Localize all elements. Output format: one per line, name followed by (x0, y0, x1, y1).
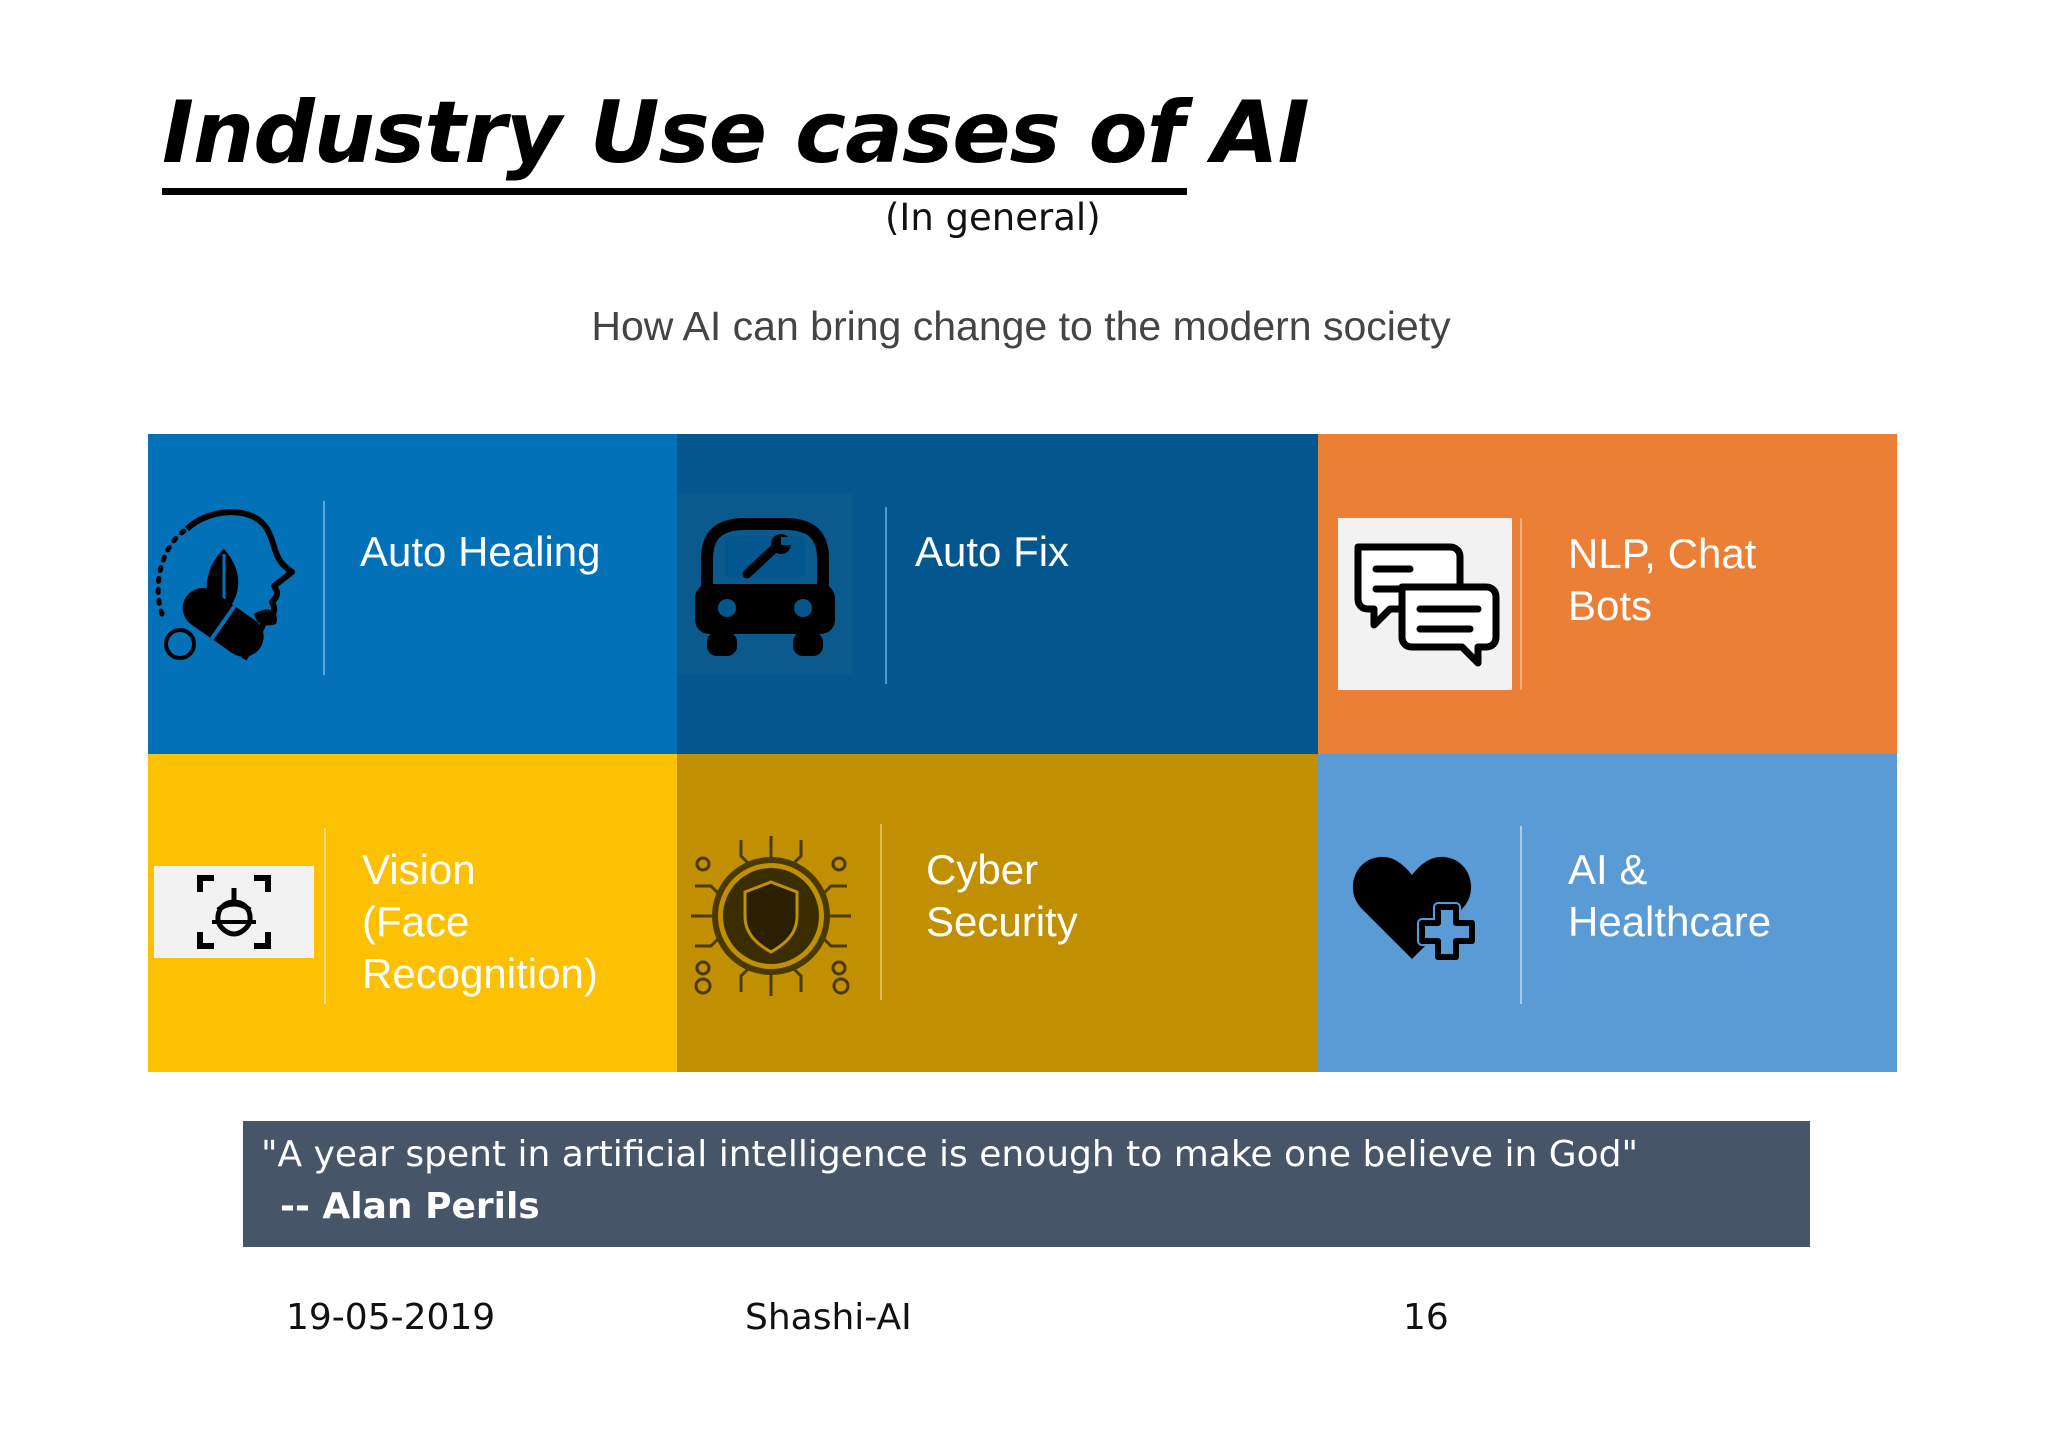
tile-cyber-security: Cyber Security (677, 754, 1318, 1072)
title-underline (162, 188, 1187, 195)
face-recognition-icon (154, 866, 314, 958)
divider (1520, 518, 1522, 690)
divider (323, 501, 325, 675)
tile-label: Cyber Security (926, 846, 1078, 945)
car-wrench-icon (677, 494, 852, 674)
tile-vision-face-recognition: Vision (Face Recognition) (148, 754, 677, 1072)
heart-plus-icon (1338, 834, 1498, 984)
chat-bubbles-icon (1338, 518, 1512, 690)
tile-label: Auto Healing (360, 528, 601, 575)
tile-auto-fix: Auto Fix (677, 434, 1318, 754)
tile-label: Auto Fix (915, 528, 1070, 575)
tile-label: NLP, Chat Bots (1568, 530, 1757, 629)
quote-box: "A year spent in artificial intelligence… (243, 1121, 1810, 1247)
divider (324, 828, 326, 1004)
divider (1520, 826, 1522, 1004)
tile-nlp-chatbots: NLP, Chat Bots (1318, 434, 1897, 754)
footer-author: Shashi-AI (745, 1297, 912, 1338)
divider (880, 824, 882, 1000)
use-case-grid: Auto Healing Auto Fix (148, 434, 1897, 1072)
slide-subtitle: (In general) (885, 196, 1101, 239)
page-number: 16 (1403, 1297, 1449, 1338)
tile-ai-healthcare: AI & Healthcare (1318, 754, 1897, 1072)
quote-text: "A year spent in artificial intelligence… (261, 1134, 1639, 1175)
tagline-text: How AI can bring change to the modern so… (591, 303, 1451, 349)
quote-author: -- Alan Perils (280, 1186, 540, 1227)
healing-head-pill-icon (152, 494, 312, 674)
footer-date: 19-05-2019 (286, 1297, 496, 1338)
tile-label: AI & Healthcare (1568, 846, 1772, 945)
divider (885, 507, 887, 684)
slide-title: Industry Use cases of AI (162, 83, 1310, 183)
tile-auto-healing: Auto Healing (148, 434, 677, 754)
tagline: How AI can bring change to the modern so… (0, 303, 2048, 350)
tile-label: Vision (Face Recognition) (362, 846, 598, 997)
circuit-shield-icon (681, 826, 861, 1006)
